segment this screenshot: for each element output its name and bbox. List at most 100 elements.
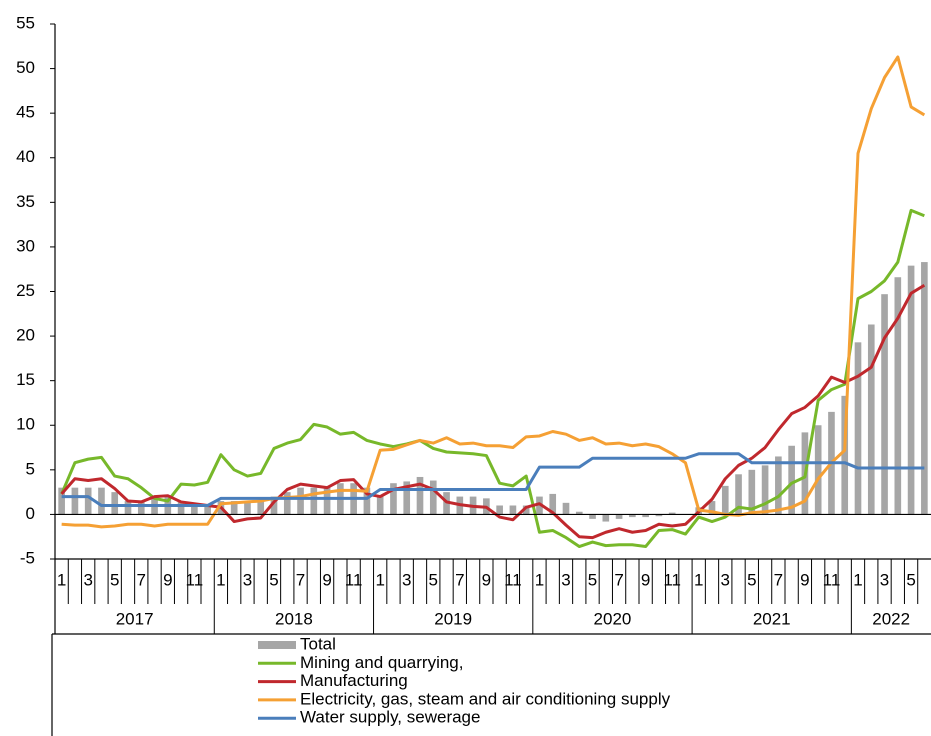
bar — [775, 456, 782, 515]
y-tick-label: 55 — [16, 13, 35, 32]
x-tick-label: 3 — [402, 570, 411, 589]
legend-label: Water supply, sewerage — [300, 708, 480, 727]
bar — [522, 505, 530, 515]
y-tick-label: 20 — [16, 326, 35, 345]
x-tick-label: 11 — [663, 570, 681, 589]
year-label: 2021 — [753, 609, 791, 628]
x-tick-label: 3 — [880, 570, 889, 589]
x-tick-label: 3 — [721, 570, 730, 589]
bar — [748, 469, 756, 515]
legend-label: Manufacturing — [300, 671, 408, 690]
bar — [509, 505, 517, 515]
bar — [496, 505, 503, 515]
x-tick-label: 11 — [345, 570, 363, 589]
bar — [867, 324, 875, 515]
x-tick-label: 9 — [482, 570, 491, 589]
x-tick-label: 1 — [694, 570, 703, 589]
y-tick-label: 25 — [16, 281, 35, 300]
x-tick-label: 1 — [57, 570, 66, 589]
x-tick-label: 5 — [588, 570, 597, 589]
bar — [244, 501, 251, 515]
bar — [71, 487, 79, 515]
bar — [921, 262, 928, 515]
x-tick-label: 7 — [455, 570, 464, 589]
bar — [270, 496, 278, 515]
bar — [854, 342, 862, 515]
x-tick-label: 9 — [641, 570, 650, 589]
bar — [629, 514, 636, 518]
x-tick-label: 7 — [137, 570, 146, 589]
bar — [814, 425, 822, 515]
line — [61, 452, 925, 507]
bar — [642, 514, 649, 518]
x-tick-label: 1 — [535, 570, 544, 589]
bar — [84, 487, 92, 515]
bar — [376, 496, 384, 515]
bar — [363, 487, 371, 515]
y-tick-label: -5 — [20, 548, 35, 567]
bar — [390, 483, 397, 515]
bar — [735, 474, 742, 515]
bar — [297, 487, 304, 515]
x-tick-label: 9 — [322, 570, 331, 589]
x-tick-label: 7 — [774, 570, 783, 589]
year-label: 2022 — [872, 609, 910, 628]
bar — [562, 502, 570, 515]
bar — [575, 511, 583, 515]
legend-swatch — [258, 641, 296, 649]
y-tick-label: 40 — [16, 147, 35, 166]
x-tick-label: 11 — [823, 570, 841, 589]
bar — [429, 480, 437, 515]
x-tick-label: 5 — [747, 570, 756, 589]
legend-label: Electricity, gas, steam and air conditio… — [300, 689, 671, 708]
x-tick-label: 11 — [504, 570, 522, 589]
bar — [257, 501, 265, 515]
x-tick-label: 3 — [561, 570, 570, 589]
bar — [841, 395, 849, 515]
bar — [602, 514, 610, 522]
x-tick-label: 1 — [216, 570, 225, 589]
x-tick-label: 7 — [614, 570, 623, 589]
y-tick-label: 45 — [16, 103, 35, 122]
x-tick-label: 11 — [186, 570, 204, 589]
x-tick-label: 3 — [243, 570, 252, 589]
bar — [761, 465, 769, 515]
bar — [283, 492, 291, 515]
year-label: 2018 — [275, 609, 313, 628]
bar — [111, 492, 119, 515]
bar — [58, 487, 65, 515]
bar — [204, 505, 211, 515]
bar — [668, 512, 676, 515]
bar — [881, 294, 888, 515]
bar — [615, 514, 623, 519]
bar — [177, 501, 185, 515]
bar — [655, 514, 663, 517]
bar — [323, 487, 331, 515]
legend-label: Total — [300, 634, 336, 653]
bar — [310, 487, 318, 515]
x-tick-label: 5 — [269, 570, 278, 589]
year-label: 2019 — [434, 609, 472, 628]
x-tick-label: 1 — [853, 570, 862, 589]
x-tick-label: 5 — [906, 570, 915, 589]
x-tick-label: 9 — [163, 570, 172, 589]
bar — [124, 501, 132, 515]
y-tick-label: 5 — [26, 459, 35, 478]
bar — [894, 277, 902, 515]
bar — [549, 493, 557, 515]
y-tick-label: 50 — [16, 58, 35, 77]
x-tick-label: 3 — [83, 570, 92, 589]
x-tick-label: 5 — [110, 570, 119, 589]
y-tick-label: 15 — [16, 370, 35, 389]
y-tick-label: 30 — [16, 236, 35, 255]
line — [60, 208, 925, 549]
y-tick-label: 35 — [16, 192, 35, 211]
legend-label: Mining and quarrying, — [300, 653, 463, 672]
bar — [907, 265, 915, 515]
bar — [98, 487, 105, 515]
bar — [137, 501, 145, 515]
bar — [191, 505, 198, 515]
x-tick-label: 9 — [800, 570, 809, 589]
x-tick-label: 1 — [375, 570, 384, 589]
